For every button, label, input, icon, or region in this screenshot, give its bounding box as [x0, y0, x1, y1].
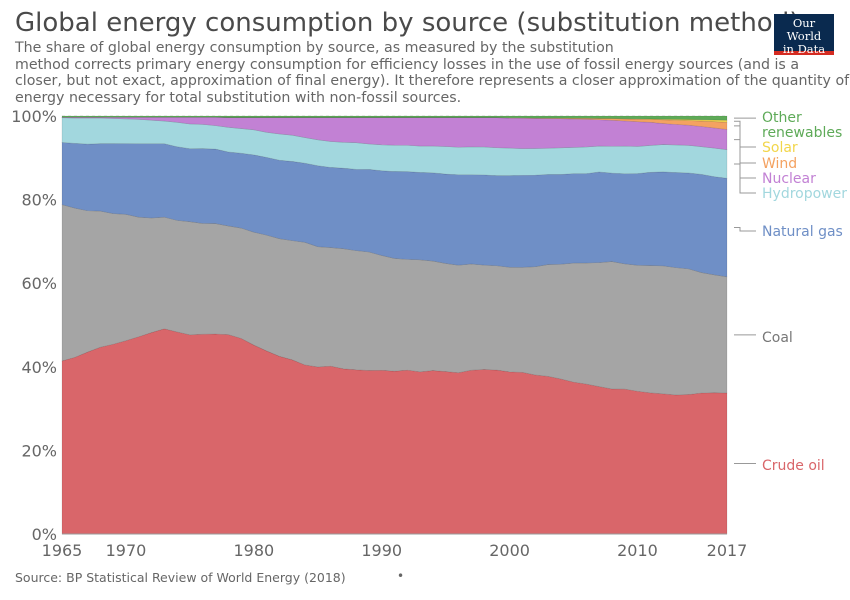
y-tick-label: 100% — [11, 107, 57, 126]
legend-label-line: Natural gas — [762, 224, 843, 240]
legend-leader-nuclear — [734, 139, 756, 179]
legend-label-line: Other — [762, 110, 802, 126]
x-tick-label: 1990 — [361, 541, 402, 560]
y-tick-label: 20% — [21, 441, 57, 460]
logo-line: in Data — [782, 42, 826, 56]
legend-label-line: Wind — [762, 156, 797, 172]
x-tick-label: 1965 — [42, 541, 83, 560]
chart-subtitle: The share of global energy consumption b… — [15, 40, 850, 106]
legend-label-line: Solar — [762, 140, 798, 156]
legend-label-line: Coal — [762, 330, 793, 346]
legend-label-natural-gas[interactable]: Natural gas — [762, 224, 843, 240]
legend-label-nuclear[interactable]: Nuclear — [762, 171, 816, 187]
subtitle-line: closer, but not exact, approximation of … — [15, 73, 850, 89]
y-tick-label: 60% — [21, 274, 57, 293]
area-natural-gas — [61, 142, 728, 278]
legend-label-hydropower[interactable]: Hydropower — [762, 186, 847, 202]
legend-label-wind[interactable]: Wind — [762, 156, 797, 172]
legend-label-line: Hydropower — [762, 186, 847, 202]
legend-leader-natural-gas — [734, 227, 756, 232]
subtitle-line: method corrects primary energy consumpti… — [15, 56, 800, 73]
legend-label-line: Crude oil — [762, 458, 825, 474]
subtitle-line: The share of global energy consumption b… — [15, 40, 614, 56]
x-tick-label: 1980 — [233, 541, 274, 560]
legend-label-crude-oil[interactable]: Crude oil — [762, 458, 825, 474]
y-tick-label: 0% — [32, 525, 57, 544]
logo-line: Our World — [786, 16, 822, 43]
legend-label-coal[interactable]: Coal — [762, 330, 793, 346]
x-tick-label: 2017 — [707, 541, 748, 560]
legend-leader-hydropower — [734, 163, 756, 194]
legend-label-solar[interactable]: Solar — [762, 140, 798, 156]
legend-label-line: Nuclear — [762, 171, 816, 187]
source-note[interactable]: Source: BP Statistical Review of World E… — [15, 570, 346, 585]
legend-leader-wind — [734, 125, 756, 164]
owid-logo[interactable]: Our World in Data — [774, 14, 834, 56]
y-tick-label: 80% — [21, 191, 57, 210]
x-tick-label: 2010 — [617, 541, 658, 560]
legend-label-other-renewables[interactable]: Other renewables — [762, 110, 842, 141]
x-tick-label: 1970 — [106, 541, 147, 560]
area-other-renewables — [61, 115, 728, 121]
legend-label-line: renewables — [762, 125, 842, 141]
y-tick-label: 40% — [21, 358, 57, 377]
footer-dot: • — [397, 569, 405, 583]
legend-leader-solar — [734, 120, 756, 148]
subtitle-line: energy necessary for total substitution … — [15, 89, 462, 106]
chart-title: Global energy consumption by source (sub… — [15, 8, 800, 38]
x-tick-label: 2000 — [489, 541, 530, 560]
